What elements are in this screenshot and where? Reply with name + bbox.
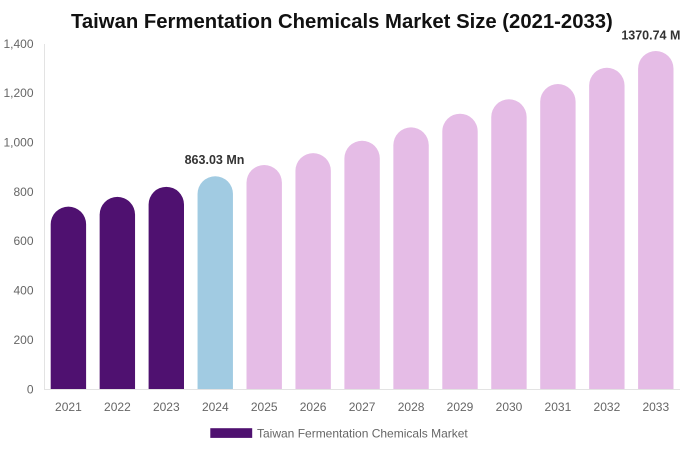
svg-text:2024: 2024 xyxy=(202,400,229,414)
svg-text:2023: 2023 xyxy=(153,400,180,414)
svg-text:2021: 2021 xyxy=(55,400,82,414)
svg-text:400: 400 xyxy=(13,284,33,298)
svg-text:2030: 2030 xyxy=(496,400,523,414)
svg-text:0: 0 xyxy=(27,382,34,396)
svg-text:863.03 Mn: 863.03 Mn xyxy=(185,153,245,167)
svg-text:200: 200 xyxy=(13,333,33,347)
svg-text:2028: 2028 xyxy=(398,400,425,414)
svg-text:2026: 2026 xyxy=(300,400,327,414)
svg-text:600: 600 xyxy=(13,234,33,248)
svg-text:2031: 2031 xyxy=(545,400,572,414)
svg-text:1370.74 Mn: 1370.74 Mn xyxy=(621,28,680,42)
svg-text:800: 800 xyxy=(13,185,33,199)
svg-text:2025: 2025 xyxy=(251,400,278,414)
svg-text:2027: 2027 xyxy=(349,400,376,414)
svg-text:Taiwan Fermentation Chemicals: Taiwan Fermentation Chemicals Market Siz… xyxy=(71,11,613,33)
svg-text:2022: 2022 xyxy=(104,400,131,414)
svg-text:2032: 2032 xyxy=(594,400,621,414)
svg-text:1,000: 1,000 xyxy=(3,136,33,150)
svg-text:1,200: 1,200 xyxy=(3,86,33,100)
svg-text:Taiwan Fermentation Chemicals: Taiwan Fermentation Chemicals Market xyxy=(257,427,468,441)
svg-text:2033: 2033 xyxy=(642,400,669,414)
svg-text:2029: 2029 xyxy=(447,400,474,414)
svg-text:1,400: 1,400 xyxy=(3,37,33,51)
